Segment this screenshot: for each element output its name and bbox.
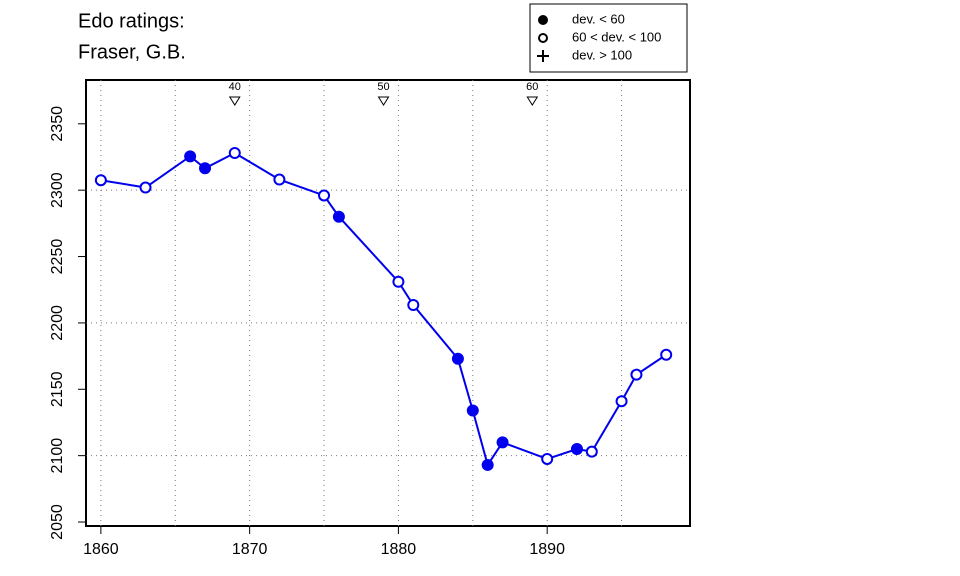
x-tick-label: 1870 bbox=[232, 541, 268, 558]
legend-box bbox=[529, 3, 688, 73]
y-tick-label: 2300 bbox=[49, 172, 66, 208]
y-tick-label: 2100 bbox=[49, 438, 66, 474]
point bbox=[228, 147, 241, 160]
age-marker bbox=[526, 96, 539, 106]
point bbox=[570, 443, 583, 456]
legend-marker bbox=[538, 33, 548, 43]
point bbox=[273, 173, 286, 186]
point bbox=[615, 395, 628, 408]
age-marker bbox=[377, 96, 390, 106]
point bbox=[318, 189, 331, 202]
x-tick-label: 1880 bbox=[381, 541, 417, 558]
plot-frame bbox=[85, 79, 691, 527]
y-tick-label: 2200 bbox=[49, 305, 66, 341]
point bbox=[630, 368, 643, 381]
legend-label: 60 < dev. < 100 bbox=[572, 29, 661, 44]
point bbox=[585, 445, 598, 458]
age-label: 40 bbox=[229, 81, 241, 93]
point bbox=[332, 210, 345, 223]
point bbox=[541, 452, 554, 465]
point bbox=[481, 458, 494, 471]
point bbox=[407, 298, 420, 311]
point bbox=[496, 436, 509, 449]
legend-marker bbox=[537, 50, 549, 62]
point bbox=[199, 162, 212, 175]
y-tick-label: 2050 bbox=[49, 504, 66, 540]
point bbox=[139, 181, 152, 194]
age-label: 60 bbox=[526, 81, 538, 93]
y-tick-label: 2250 bbox=[49, 239, 66, 275]
y-tick-label: 2350 bbox=[49, 106, 66, 142]
point bbox=[660, 348, 673, 361]
line bbox=[100, 151, 667, 468]
point bbox=[451, 352, 464, 365]
age-label: 50 bbox=[377, 81, 389, 93]
legend-label: dev. > 100 bbox=[572, 47, 632, 62]
age-marker bbox=[228, 96, 241, 106]
x-tick-label: 1860 bbox=[83, 541, 119, 558]
chart-subtitle: Fraser, G.B. bbox=[78, 41, 186, 63]
chart-title: Edo ratings: bbox=[78, 10, 185, 32]
point bbox=[392, 275, 405, 288]
point bbox=[184, 150, 197, 163]
legend-marker bbox=[538, 15, 548, 25]
point bbox=[466, 404, 479, 417]
x-tick-label: 1890 bbox=[529, 541, 565, 558]
y-tick-label: 2150 bbox=[49, 371, 66, 407]
legend-label: dev. < 60 bbox=[572, 11, 625, 26]
point bbox=[94, 174, 107, 187]
